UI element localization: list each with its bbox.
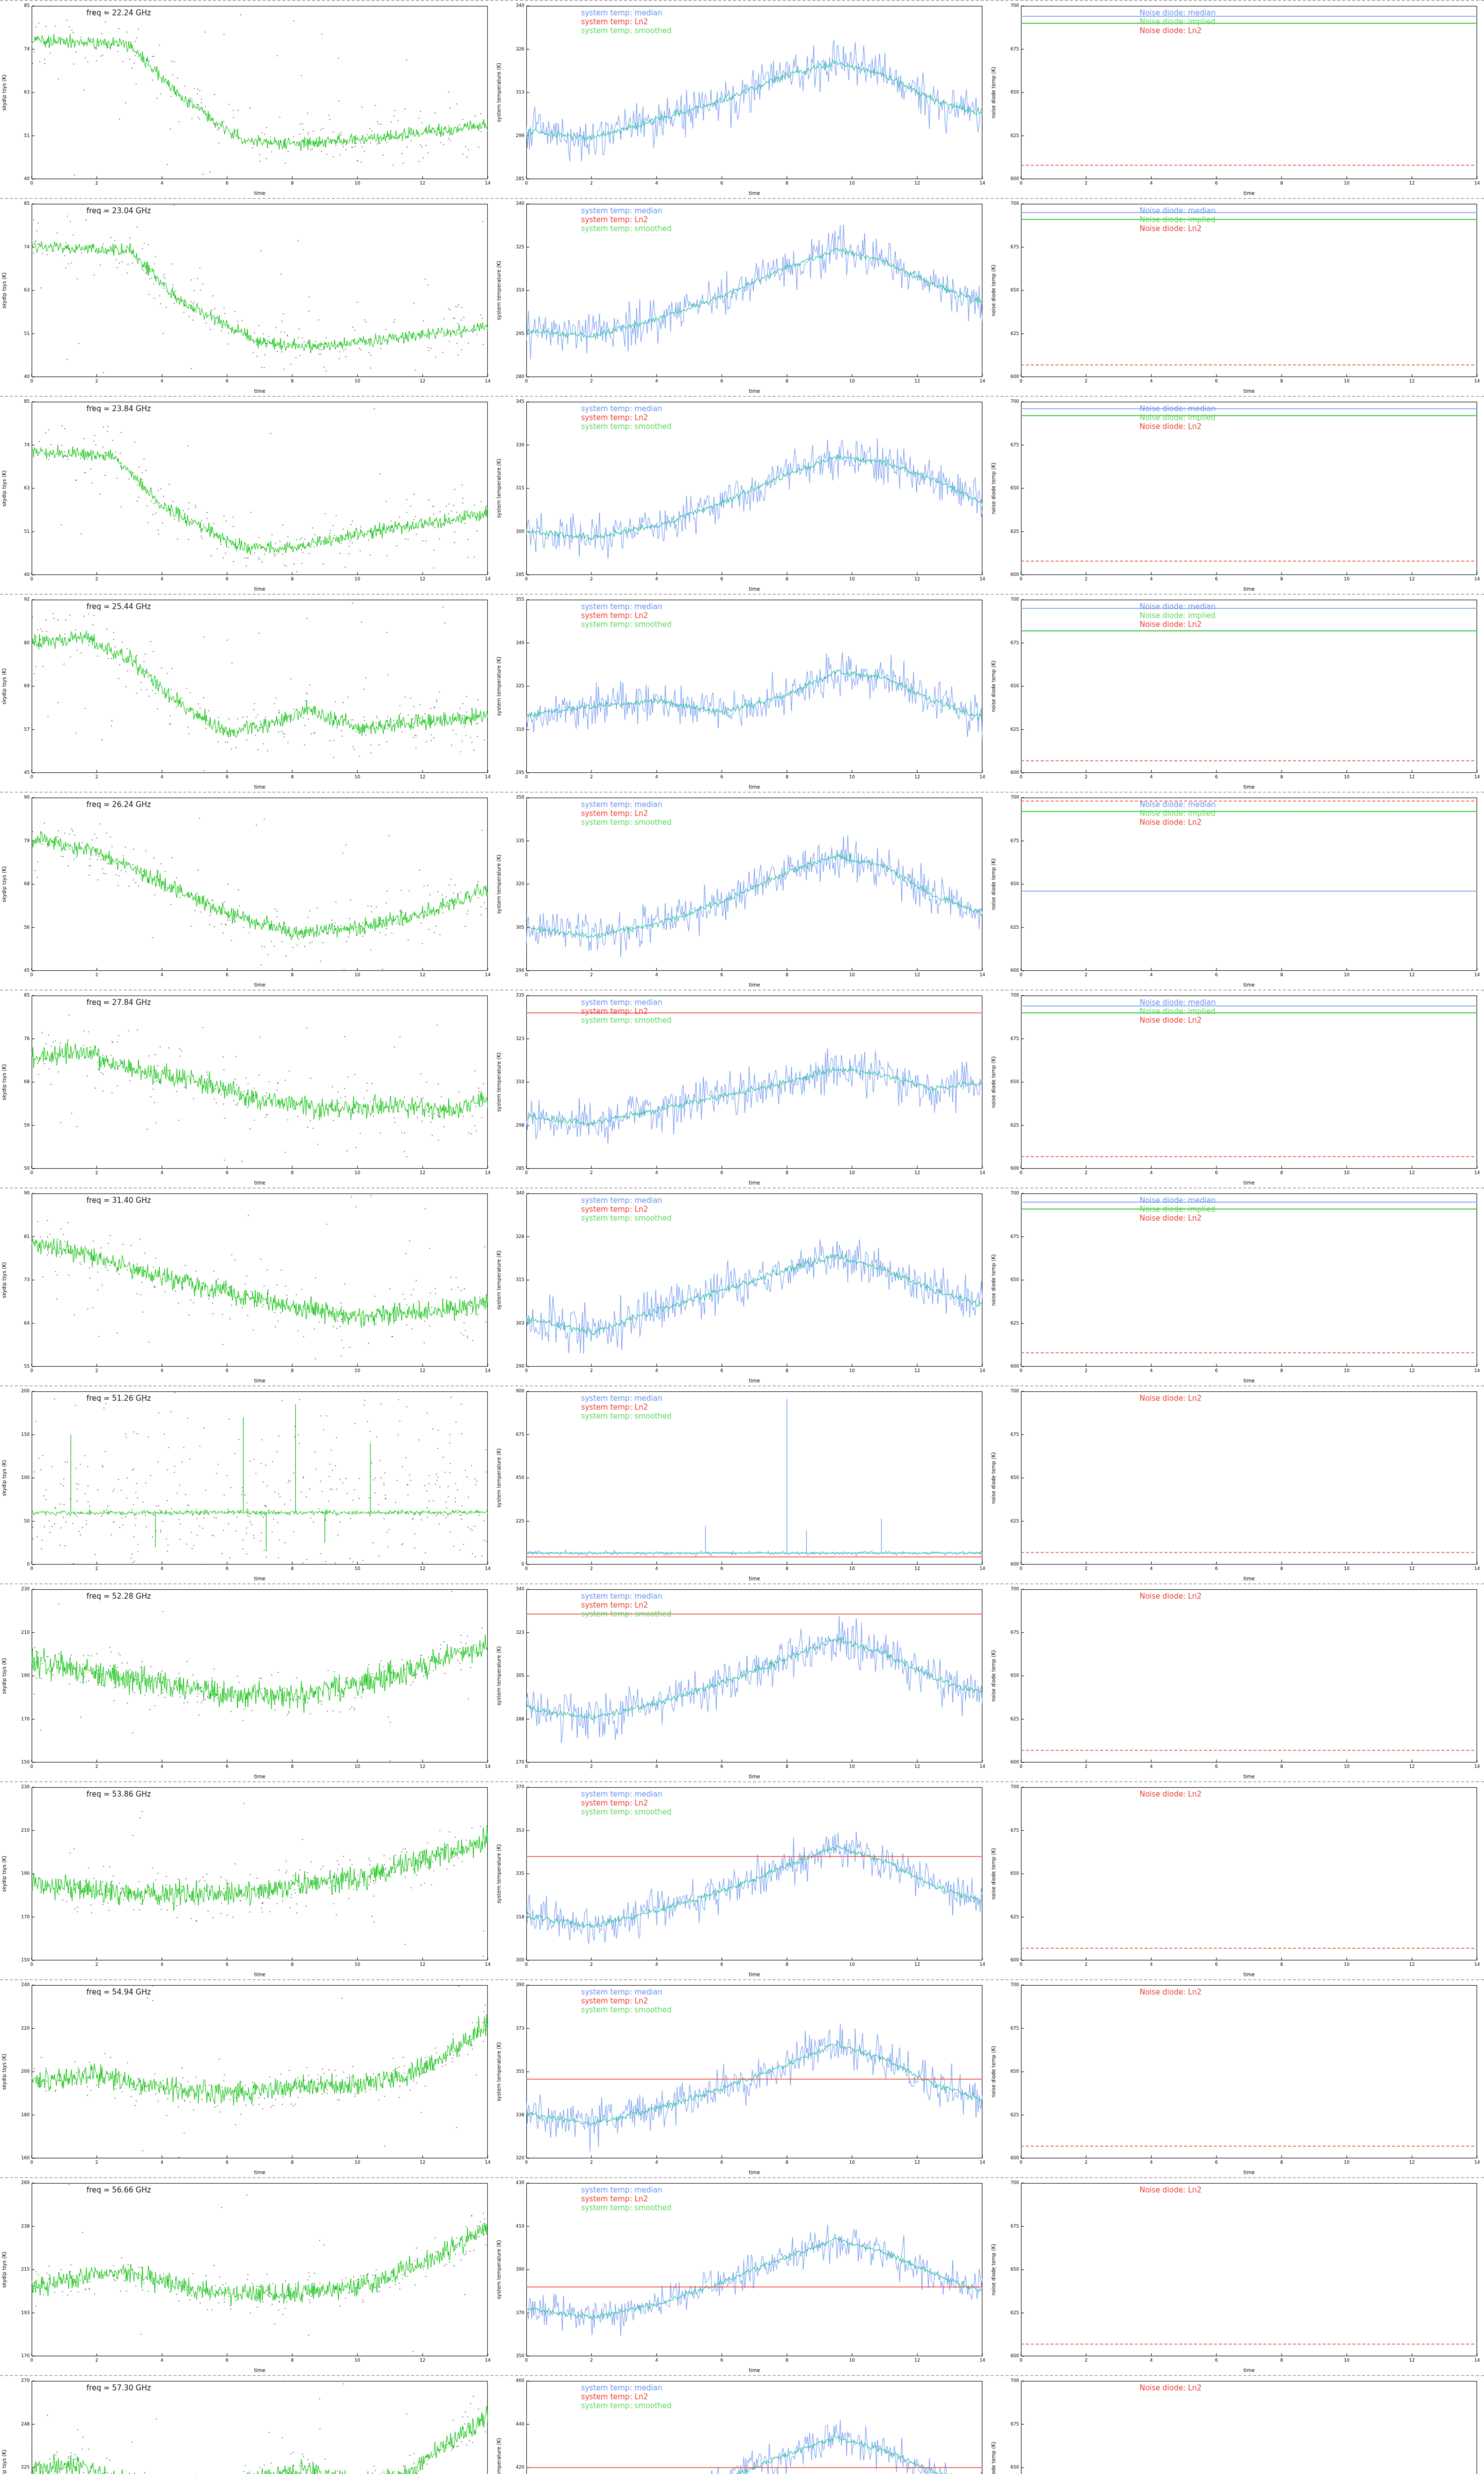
noise-diode-plot xyxy=(989,1386,1484,1584)
noise-diode-plot xyxy=(989,991,1484,1189)
skydip-tsys-plot xyxy=(0,2178,495,2376)
noise-diode-plot xyxy=(989,1980,1484,2178)
noise-diode-plot xyxy=(989,397,1484,595)
noise-diode-plot xyxy=(989,595,1484,793)
skydip-tsys-plot xyxy=(0,595,495,793)
plot-row xyxy=(0,793,1484,991)
noise-diode-plot xyxy=(989,1,1484,199)
plot-row xyxy=(0,1782,1484,1980)
skydip-tsys-plot xyxy=(0,1,495,199)
plot-row xyxy=(0,1980,1484,2178)
system-temp-plot xyxy=(495,793,989,991)
noise-diode-plot xyxy=(989,1782,1484,1980)
system-temp-plot xyxy=(495,991,989,1189)
plot-row xyxy=(0,1584,1484,1782)
noise-diode-plot xyxy=(989,793,1484,991)
system-temp-plot xyxy=(495,2178,989,2376)
noise-diode-plot xyxy=(989,1584,1484,1782)
system-temp-plot xyxy=(495,1584,989,1782)
skydip-tsys-plot xyxy=(0,1782,495,1980)
noise-diode-plot xyxy=(989,2178,1484,2376)
system-temp-plot xyxy=(495,397,989,595)
plot-row xyxy=(0,1189,1484,1386)
skydip-tsys-plot xyxy=(0,1189,495,1386)
plot-row xyxy=(0,595,1484,793)
noise-diode-plot xyxy=(989,1189,1484,1386)
system-temp-plot xyxy=(495,1782,989,1980)
plot-row xyxy=(0,2178,1484,2376)
system-temp-plot xyxy=(495,2376,989,2474)
system-temp-plot xyxy=(495,1,989,199)
system-temp-plot xyxy=(495,595,989,793)
skydip-tsys-plot xyxy=(0,397,495,595)
plot-row xyxy=(0,991,1484,1189)
skydip-tsys-plot xyxy=(0,1980,495,2178)
system-temp-plot xyxy=(495,1189,989,1386)
plot-row xyxy=(0,199,1484,397)
skydip-tsys-plot xyxy=(0,991,495,1189)
noise-diode-plot xyxy=(989,2376,1484,2474)
noise-diode-plot xyxy=(989,199,1484,397)
system-temp-plot xyxy=(495,1980,989,2178)
skydip-tsys-plot xyxy=(0,793,495,991)
system-temp-plot xyxy=(495,1386,989,1584)
plot-row xyxy=(0,397,1484,595)
plot-row xyxy=(0,2376,1484,2474)
skydip-tsys-plot xyxy=(0,2376,495,2474)
system-temp-plot xyxy=(495,199,989,397)
skydip-tsys-plot xyxy=(0,1386,495,1584)
plot-row xyxy=(0,1,1484,199)
plot-row xyxy=(0,1386,1484,1584)
skydip-tsys-plot xyxy=(0,1584,495,1782)
skydip-tsys-plot xyxy=(0,199,495,397)
